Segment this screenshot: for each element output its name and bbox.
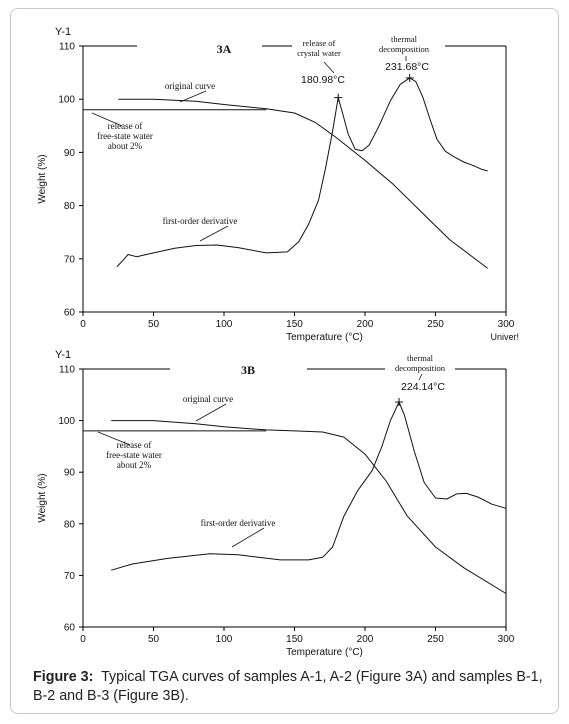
annotation-text: decomposition [379,44,430,54]
series-line-0 [111,420,507,594]
peak-label: 231.68°C [385,61,429,73]
y-tick-label: 80 [64,519,76,530]
x-tick-label: 50 [148,319,160,330]
annotation-text: first-order derivative [201,518,276,528]
annotation-text: thermal [407,353,434,363]
annotation-text: release of [303,38,336,48]
chart-panel-3B: 3B Y-1 0 50 100 150 200 250 300 60 70 80 90 100 110 Tem… [37,349,515,658]
annotation-text: original curve [165,81,215,91]
y-tick-label: 70 [64,571,76,582]
annotation-leader [91,112,123,127]
panel-title: 3A [217,42,232,56]
x-tick-label: 200 [357,634,374,645]
annotation-text: release of [117,440,152,450]
x-tick-label: 100 [216,634,233,645]
caption-text: Typical TGA curves of samples A-1, A-2 (… [33,669,543,704]
x-tick-label: 0 [80,634,86,645]
x-axis-label: Temperature (°C) [286,647,363,658]
series-line-0 [118,98,489,269]
x-axis-label: Temperature (°C) [286,332,363,343]
x-tick-label: 250 [427,319,444,330]
annotation-text: free-state water [106,450,162,460]
x-tick-label: 50 [148,634,160,645]
x-tick-label: 300 [498,634,515,645]
x-tick-label: 150 [286,319,303,330]
x-tick-label: 250 [427,634,444,645]
figure-caption: Figure 3: Typical TGA curves of samples … [33,668,543,706]
x-tick-label: 300 [498,319,515,330]
annotation-leader [323,61,335,74]
chart-panel-3A: 3A Y-1 0 50 100 150 200 250 300 60 70 80 90 100 110 Tem… [37,26,519,343]
y-axis-label: Weight (%) [37,154,48,203]
peak-label: 224.14°C [401,381,445,393]
y-tick-label: 110 [59,42,75,53]
figure-frame [10,8,559,714]
y-tick-label: 100 [58,416,75,427]
x-tick-label: 100 [216,319,233,330]
x-tick-label: 150 [286,634,303,645]
annotation-text: thermal [391,34,418,44]
annotation-text: decomposition [395,363,446,373]
annotation-text: release of [108,121,143,131]
annotation-leader [231,527,265,548]
annotation-leader [199,225,229,242]
y-axis-label: Weight (%) [37,473,48,522]
y-tick-label: 90 [64,468,76,479]
y-tick-label: 60 [64,623,76,634]
x-tick-label: 0 [80,319,86,330]
corner-label: Y-1 [55,349,71,361]
y-tick-label: 60 [64,308,76,319]
y-tick-label: 80 [64,201,76,212]
annotation-leader [418,373,423,381]
x-unit-label: Univer! [490,332,519,342]
y-tick-label: 70 [64,254,76,265]
corner-label: Y-1 [55,26,71,38]
annotation-text: free-state water [97,131,153,141]
annotation-leader [179,90,207,103]
annotation-leader [97,431,131,446]
annotation-text: first-order derivative [163,216,238,226]
annotation-leader [195,403,227,422]
series-line-1 [116,77,488,268]
y-tick-label: 110 [59,365,75,376]
series-line-1 [111,401,507,571]
y-tick-label: 90 [64,148,76,159]
annotation-text: original curve [183,394,233,404]
panel-title: 3B [241,363,255,377]
caption-label: Figure 3: [33,669,94,685]
peak-label: 180.98°C [301,74,345,86]
y-tick-label: 100 [58,95,75,106]
x-tick-label: 200 [357,319,374,330]
annotation-text: about 2% [108,141,143,151]
annotation-text: crystal water [297,48,341,58]
annotation-text: about 2% [117,460,152,470]
